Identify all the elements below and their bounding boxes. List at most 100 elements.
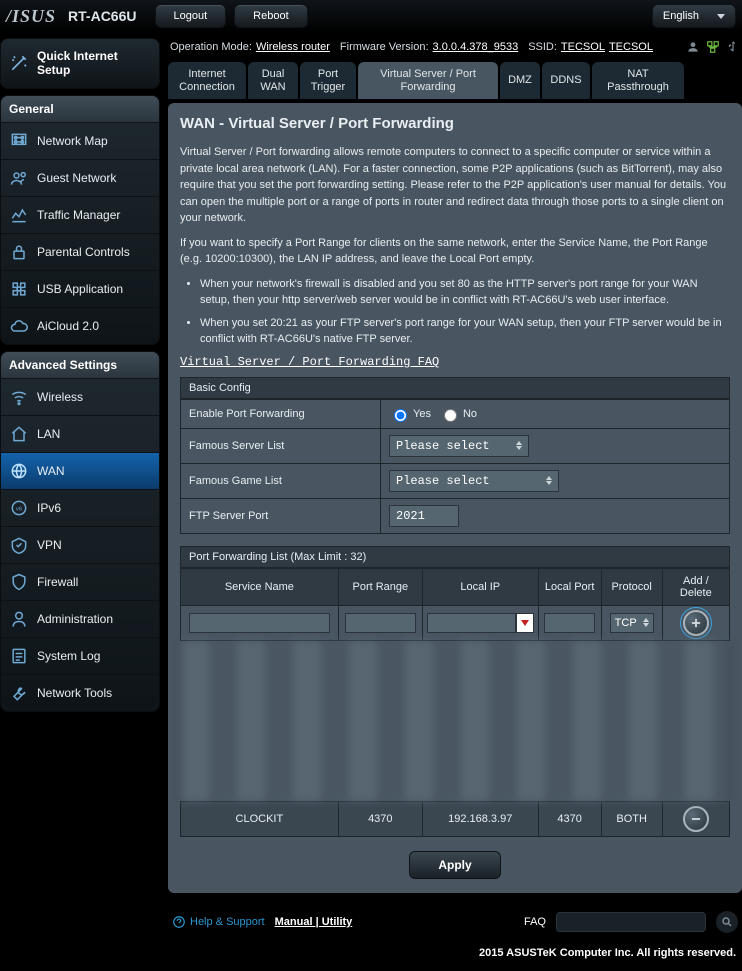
sidebar-item-label: Firewall [37,575,78,589]
pf-data-table: CLOCKIT 4370 192.168.3.97 4370 BOTH [180,801,730,837]
service-name-input[interactable] [189,613,330,633]
apply-button[interactable]: Apply [409,851,500,879]
advanced-group: Advanced Settings WirelessLANWANv6IPv6VP… [0,351,160,712]
top-bar: /ISUS RT-AC66U Logout Reboot English [0,0,742,32]
ssid1-link[interactable]: TECSOL [561,41,605,53]
ftp-port-input[interactable] [389,505,459,527]
sidebar-item-vpn[interactable]: VPN [1,527,159,564]
local-ip-input[interactable] [427,613,516,633]
sidebar-item-lan[interactable]: LAN [1,416,159,453]
row-ip: 192.168.3.97 [422,801,538,836]
puzzle-icon [9,279,29,299]
guest-icon [9,168,29,188]
general-header: General [1,96,159,123]
op-mode-link[interactable]: Wireless router [256,41,330,53]
tab-port-trigger[interactable]: Port Trigger [300,62,356,99]
user-icon[interactable] [686,40,700,54]
ip-dropdown-button[interactable] [516,613,534,633]
usb-icon[interactable] [726,40,740,54]
sidebar-item-aicloud-2-0[interactable]: AiCloud 2.0 [1,308,159,344]
sidebar-item-label: LAN [37,427,60,441]
sidebar-item-system-log[interactable]: System Log [1,638,159,675]
sidebar: Quick Internet Setup General Network Map… [0,38,160,941]
language-select[interactable]: English [652,4,736,28]
sidebar-item-wan[interactable]: WAN [1,453,159,490]
sidebar-item-label: Administration [37,612,113,626]
quick-internet-setup[interactable]: Quick Internet Setup [0,38,160,89]
ssid2-link[interactable]: TECSOL [609,41,653,53]
sidebar-item-label: USB Application [37,282,123,296]
sidebar-item-guest-network[interactable]: Guest Network [1,160,159,197]
search-go-button[interactable] [716,911,738,933]
sidebar-item-network-tools[interactable]: Network Tools [1,675,159,711]
sidebar-item-ipv6[interactable]: v6 IPv6 [1,490,159,527]
footer: Help & Support Manual | Utility FAQ [168,903,742,941]
sidebar-item-usb-application[interactable]: USB Application [1,271,159,308]
general-group: General Network Map Guest Network Traffic … [0,95,160,345]
sidebar-item-label: Network Map [37,134,108,148]
firmware-link[interactable]: 3.0.0.4.378_9533 [433,41,519,53]
tab-dual-wan[interactable]: Dual WAN [248,62,298,99]
sidebar-item-label: VPN [37,538,62,552]
tab-dmz[interactable]: DMZ [500,62,540,99]
enable-yes-radio[interactable] [394,409,407,422]
sidebar-item-traffic-manager[interactable]: Traffic Manager [1,197,159,234]
lock-icon [9,242,29,262]
plus-icon [689,616,703,630]
tab-ddns[interactable]: DDNS [542,62,590,99]
tab-nat-passthrough[interactable]: NAT Passthrough [592,62,684,99]
col-range: Port Range [338,568,422,605]
protocol-select[interactable]: TCP [610,613,654,633]
col-action: Add / Delete [662,568,729,605]
map-icon [9,131,29,151]
note-1: When your network's firewall is disabled… [200,276,730,309]
famous-game-label: Famous Game List [181,463,381,498]
ftp-port-label: FTP Server Port [181,498,381,533]
language-label: English [663,10,699,22]
tab-internet-connection[interactable]: Internet Connection [168,62,246,99]
sidebar-item-network-map[interactable]: Network Map [1,123,159,160]
help-icon [172,915,186,929]
tab-virtual-server-port-forwarding[interactable]: Virtual Server / Port Forwarding [358,62,498,99]
sidebar-item-label: Parental Controls [37,245,130,259]
logout-button[interactable]: Logout [155,4,227,28]
col-port: Local Port [538,568,601,605]
enable-no-radio[interactable] [444,409,457,422]
famous-server-select[interactable]: Please select [389,435,529,457]
sidebar-item-wireless[interactable]: Wireless [1,379,159,416]
page-title: WAN - Virtual Server / Port Forwarding [180,115,730,132]
sidebar-item-label: Wireless [37,390,83,404]
local-port-input[interactable] [544,613,595,633]
tab-bar: Internet ConnectionDual WANPort TriggerV… [168,62,742,99]
dropdown-red-icon [521,620,529,626]
reboot-button[interactable]: Reboot [234,4,307,28]
main-area: Operation Mode: Wireless router Firmware… [168,38,742,941]
vpn-icon [9,535,29,555]
sidebar-item-label: IPv6 [37,501,61,515]
help-support-link[interactable]: Help & Support [172,915,265,929]
famous-game-select[interactable]: Please select [389,470,559,492]
svg-text:v6: v6 [16,506,22,512]
enable-pf-radio[interactable]: Yes No [389,406,721,422]
manual-link[interactable]: Manual [275,916,313,928]
pf-list-header: Port Forwarding List (Max Limit : 32) [180,546,730,568]
sidebar-item-label: Traffic Manager [37,208,120,222]
delete-row-button[interactable] [683,806,709,832]
faq-link[interactable]: Virtual Server / Port Forwarding FAQ [180,355,439,369]
row-range: 4370 [338,801,422,836]
network-icon[interactable] [706,40,720,54]
pf-row: CLOCKIT 4370 192.168.3.97 4370 BOTH [181,801,730,836]
sidebar-item-administration[interactable]: Administration [1,601,159,638]
port-range-input[interactable] [345,613,416,633]
add-row-button[interactable] [683,610,709,636]
row-service: CLOCKIT [181,801,339,836]
description-2: If you want to specify a Port Range for … [180,235,730,268]
sidebar-item-firewall[interactable]: Firewall [1,564,159,601]
col-service: Service Name [181,568,339,605]
description-1: Virtual Server / Port forwarding allows … [180,144,730,227]
globe-icon [9,461,29,481]
faq-search-input[interactable] [556,912,706,932]
utility-link[interactable]: Utility [322,916,353,928]
sidebar-item-label: WAN [37,464,65,478]
sidebar-item-parental-controls[interactable]: Parental Controls [1,234,159,271]
